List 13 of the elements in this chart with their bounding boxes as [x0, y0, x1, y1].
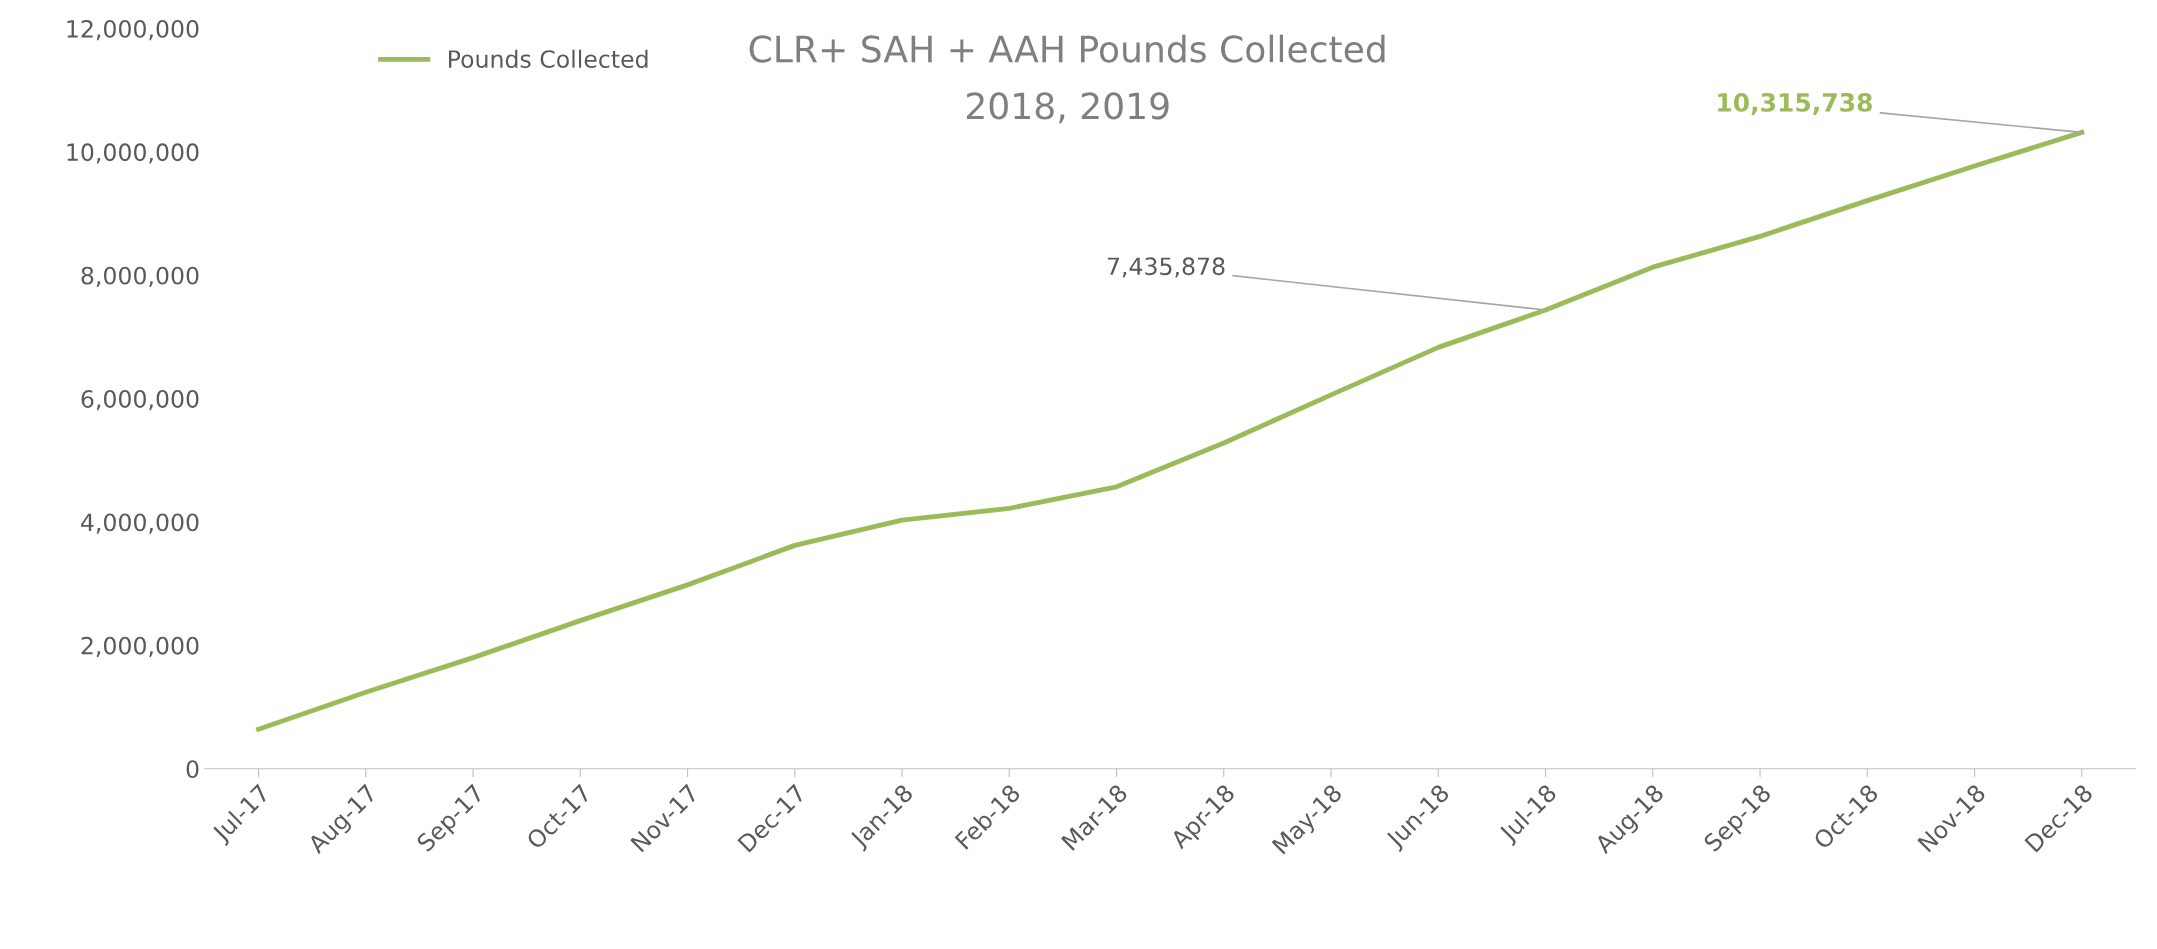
text: 2018, 2019 [966, 92, 1169, 124]
annotation: 7,435,878 [1107, 257, 1225, 278]
y-tick-label: 6,000,000 [81, 390, 199, 411]
y-tick-label: 4,000,000 [81, 513, 199, 534]
annotation: 10,315,738 [1718, 92, 1872, 116]
y-tick-label: 10,000,000 [67, 143, 199, 164]
line-series [256, 129, 2085, 732]
y-tick-label: 2,000,000 [81, 636, 199, 658]
legend-label: Pounds Collected [449, 49, 648, 68]
y-tick-label: 8,000,000 [81, 266, 199, 287]
y-tick-label: 0 [186, 760, 199, 778]
y-tick-label: 12,000,000 [67, 19, 199, 41]
chart-title: CLR+ SAH + AAH Pounds Collected [749, 34, 1385, 63]
